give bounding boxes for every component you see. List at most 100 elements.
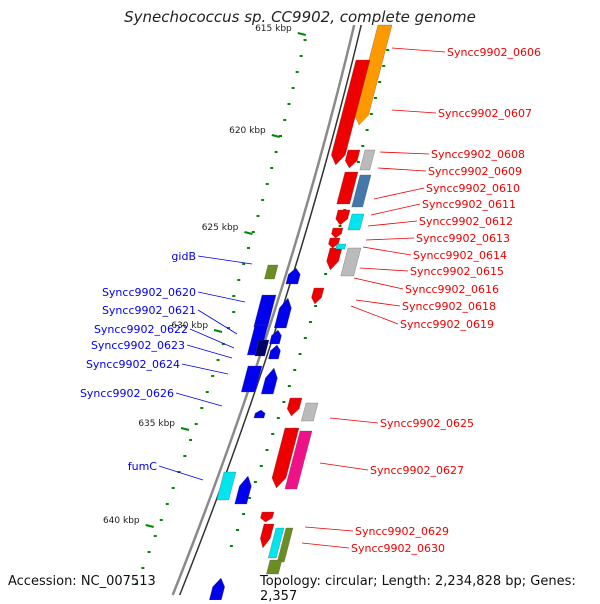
feature-olive-0631 xyxy=(266,559,283,575)
label-line-right xyxy=(367,220,418,227)
major-tick xyxy=(271,134,281,138)
gene-label-left: Syncc9902_0624 xyxy=(86,358,180,371)
label-line-right xyxy=(304,526,354,532)
tick-label: 640 kbp xyxy=(103,516,140,526)
gene-label-right: Syncc9902_0619 xyxy=(400,318,494,331)
feature-blue-0624b xyxy=(261,367,278,395)
tick-label: 630 kbp xyxy=(171,321,208,331)
feature-cyan-0629 xyxy=(268,527,285,559)
feature-grey-0616 xyxy=(340,247,362,277)
feature-red-0608 xyxy=(345,149,361,169)
label-line-left xyxy=(197,255,253,265)
feature-red-0629 xyxy=(260,523,275,549)
label-line-right xyxy=(353,277,404,290)
feature-cyan-0612 xyxy=(347,213,365,231)
major-tick xyxy=(213,329,223,333)
feature-cyan-fumC xyxy=(216,471,237,501)
label-line-left xyxy=(197,309,238,335)
feature-olive-gidB xyxy=(264,264,279,280)
feature-blue-0620b xyxy=(274,297,292,329)
gene-label-left: Syncc9902_0621 xyxy=(102,304,196,317)
gene-label-right: Syncc9902_0609 xyxy=(428,165,522,178)
gene-label-right: Syncc9902_0606 xyxy=(447,46,541,59)
gene-label-right: Syncc9902_0608 xyxy=(431,148,525,161)
gene-label-left: Syncc9902_0622 xyxy=(94,323,188,336)
accession-text: Accession: NC_007513 xyxy=(8,574,156,589)
feature-blue-0622 xyxy=(269,329,282,345)
feature-blue-fumC xyxy=(234,475,252,505)
label-line-right xyxy=(373,187,425,200)
label-line-right xyxy=(365,237,415,241)
gene-label-left: Syncc9902_0620 xyxy=(102,286,196,299)
major-tick xyxy=(145,524,154,528)
tick-label: 625 kbp xyxy=(202,223,239,233)
feature-red-0614 xyxy=(328,237,341,249)
gene-label-right: Syncc9902_0610 xyxy=(426,182,520,195)
label-line-right xyxy=(301,542,350,549)
feature-steel-0611 xyxy=(351,174,372,208)
label-line-left xyxy=(158,465,204,481)
feature-olive-0630 xyxy=(277,527,294,563)
gene-label-left: gidB xyxy=(171,250,196,263)
feature-magenta-0627 xyxy=(284,430,313,490)
label-line-left xyxy=(189,328,235,349)
gene-label-right: Syncc9902_0614 xyxy=(413,249,507,262)
label-line-right xyxy=(319,462,369,471)
feature-red-0628 xyxy=(260,511,275,523)
feature-red-0610 xyxy=(336,171,359,205)
feature-blue-0620 xyxy=(253,294,277,328)
feature-cyan-0616 xyxy=(335,243,347,250)
feature-red-0625 xyxy=(287,397,303,417)
feature-red-0627 xyxy=(271,427,300,489)
gene-label-right: Syncc9902_0616 xyxy=(405,283,499,296)
label-line-right xyxy=(359,267,409,272)
gene-label-right: Syncc9902_0618 xyxy=(402,300,496,313)
label-line-right xyxy=(377,167,427,172)
feature-blue-gidB-partner xyxy=(285,267,301,285)
feature-blue-0623 xyxy=(268,344,281,360)
major-tick xyxy=(297,32,307,36)
feature-red-0612 xyxy=(335,209,351,226)
tick-label: 620 kbp xyxy=(229,126,266,136)
gene-label-right: Syncc9902_0607 xyxy=(438,107,532,120)
gene-label-right: Syncc9902_0630 xyxy=(351,542,445,555)
label-line-right xyxy=(362,246,412,256)
feature-navy-0622 xyxy=(254,339,270,357)
major-tick xyxy=(244,231,253,235)
tick-label: 635 kbp xyxy=(138,419,175,429)
gene-label-left: Syncc9902_0623 xyxy=(91,339,185,352)
gene-label-right: Syncc9902_0611 xyxy=(422,198,516,211)
feature-red-0618 xyxy=(311,287,325,305)
gene-label-left: Syncc9902_0626 xyxy=(80,387,174,400)
label-line-right xyxy=(370,203,421,216)
feature-blue-0626 xyxy=(253,409,266,419)
feature-grey-0609 xyxy=(359,149,376,171)
label-lines xyxy=(158,47,446,549)
gene-label-right: Syncc9902_0629 xyxy=(355,525,449,538)
feature-red-0607 xyxy=(331,59,371,166)
feature-blue-0624 xyxy=(241,365,263,393)
map-title: Synechococcus sp. CC9902, complete genom… xyxy=(124,8,476,26)
label-line-left xyxy=(186,344,233,359)
feature-grey-0625 xyxy=(301,402,319,422)
gene-label-right: Syncc9902_0612 xyxy=(419,215,513,228)
gene-label-left: fumC xyxy=(128,460,158,473)
tick-label: 615 kbp xyxy=(255,24,292,34)
gene-label-right: Syncc9902_0625 xyxy=(380,417,474,430)
label-line-left xyxy=(197,291,246,303)
label-line-left xyxy=(181,363,229,375)
feature-red-0613 xyxy=(331,227,344,239)
backbone-line-outer xyxy=(171,24,356,596)
feature-red-0615 xyxy=(326,247,343,271)
gene-label-right: Syncc9902_0615 xyxy=(410,265,504,278)
label-line-right xyxy=(391,109,437,114)
gene-label-right: Syncc9902_0613 xyxy=(416,232,510,245)
labels: 615 kbp 620 kbp 625 kbp 630 kbp 635 kbp 640 k… xyxy=(80,24,541,555)
major-tick xyxy=(180,427,190,431)
label-line-left xyxy=(175,392,223,407)
label-line-right xyxy=(379,151,430,155)
label-line-right xyxy=(350,305,399,325)
label-line-right xyxy=(391,47,446,53)
gene-label-right: Syncc9902_0627 xyxy=(370,464,464,477)
